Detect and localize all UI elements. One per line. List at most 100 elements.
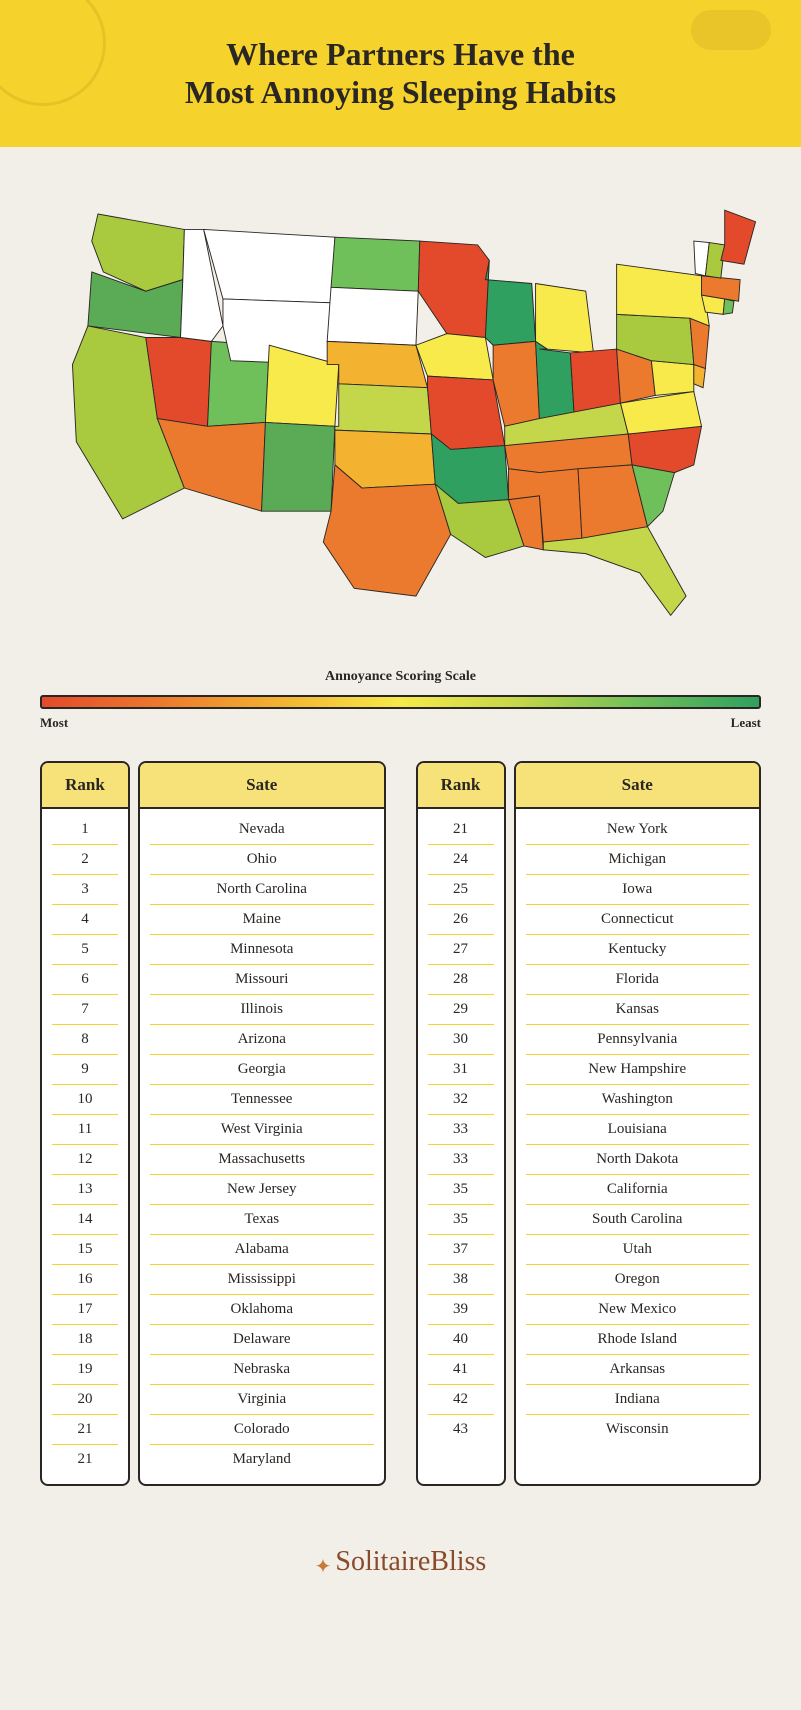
table-cell: Maine	[150, 905, 374, 935]
table-cell: Oklahoma	[150, 1295, 374, 1325]
us-map-svg	[30, 187, 771, 635]
table-cell: 38	[428, 1265, 494, 1295]
table-cell: South Carolina	[526, 1205, 750, 1235]
state-column: Sate New YorkMichiganIowaConnecticutKent…	[514, 761, 762, 1486]
table-cell: Minnesota	[150, 935, 374, 965]
table-cell: 21	[52, 1415, 118, 1445]
state-WI	[485, 260, 535, 345]
table-cell: 40	[428, 1325, 494, 1355]
table-cell: 19	[52, 1355, 118, 1385]
table-cell: Alabama	[150, 1235, 374, 1265]
table-cell: Washington	[526, 1085, 750, 1115]
state-KS	[335, 384, 431, 434]
state-MN	[418, 241, 489, 337]
table-cell: Kansas	[526, 995, 750, 1025]
state-IL	[493, 341, 539, 426]
table-cell: California	[526, 1175, 750, 1205]
star-icon: ✦	[315, 1556, 332, 1578]
table-cell: 41	[428, 1355, 494, 1385]
table-cell: 20	[52, 1385, 118, 1415]
ranking-table-left: Rank 12345678910111213141516171819202121…	[40, 761, 386, 1486]
table-cell: Louisiana	[526, 1115, 750, 1145]
table-cell: 14	[52, 1205, 118, 1235]
table-cell: 27	[428, 935, 494, 965]
table-cell: Virginia	[150, 1385, 374, 1415]
table-cell: Maryland	[150, 1445, 374, 1474]
table-cell: New Mexico	[526, 1295, 750, 1325]
table-cell: Nebraska	[150, 1355, 374, 1385]
scale-labels: Most Least	[40, 715, 761, 731]
table-cell: Delaware	[150, 1325, 374, 1355]
table-cell: 13	[52, 1175, 118, 1205]
page-title: Where Partners Have the Most Annoying Sl…	[20, 35, 781, 112]
table-cell: 35	[428, 1175, 494, 1205]
table-cell: 6	[52, 965, 118, 995]
table-cell: Texas	[150, 1205, 374, 1235]
state-MD	[651, 360, 693, 395]
scale-label-most: Most	[40, 715, 68, 731]
state-ME	[721, 210, 756, 264]
scale-gradient-bar	[40, 695, 761, 709]
table-cell: Tennessee	[150, 1085, 374, 1115]
table-cell: 8	[52, 1025, 118, 1055]
table-cell: 3	[52, 875, 118, 905]
rank-column: Rank 12345678910111213141516171819202121	[40, 761, 130, 1486]
table-cell: 17	[52, 1295, 118, 1325]
scale-section: Annoyance Scoring Scale Most Least	[0, 659, 801, 761]
table-cell: Nevada	[150, 815, 374, 845]
table-cell: Ohio	[150, 845, 374, 875]
column-header-state: Sate	[516, 763, 760, 809]
table-cell: 25	[428, 875, 494, 905]
page-header: Where Partners Have the Most Annoying Sl…	[0, 0, 801, 147]
scale-label-least: Least	[731, 715, 761, 731]
table-cell: Kentucky	[526, 935, 750, 965]
table-cell: New Jersey	[150, 1175, 374, 1205]
table-cell: Oregon	[526, 1265, 750, 1295]
table-cell: 33	[428, 1145, 494, 1175]
table-cell: New Hampshire	[526, 1055, 750, 1085]
table-cell: 28	[428, 965, 494, 995]
state-NM	[262, 422, 335, 511]
table-cell: Michigan	[526, 845, 750, 875]
table-cell: North Dakota	[526, 1145, 750, 1175]
table-cell: 15	[52, 1235, 118, 1265]
table-cell: Pennsylvania	[526, 1025, 750, 1055]
rank-column: Rank 21242526272829303132333335353738394…	[416, 761, 506, 1486]
table-cell: Massachusetts	[150, 1145, 374, 1175]
state-ND	[331, 237, 420, 291]
table-cell: West Virginia	[150, 1115, 374, 1145]
table-cell: 16	[52, 1265, 118, 1295]
table-cell: 29	[428, 995, 494, 1025]
table-cell: Illinois	[150, 995, 374, 1025]
us-map	[0, 147, 801, 660]
table-cell: Missouri	[150, 965, 374, 995]
table-cell: 33	[428, 1115, 494, 1145]
state-MI	[536, 283, 594, 352]
state-RI	[723, 299, 734, 314]
table-cell: Utah	[526, 1235, 750, 1265]
state-IA	[416, 333, 493, 379]
state-NE	[327, 341, 427, 387]
scale-title: Annoyance Scoring Scale	[40, 669, 761, 685]
table-cell: Arizona	[150, 1025, 374, 1055]
table-cell: 12	[52, 1145, 118, 1175]
ranking-tables: Rank 12345678910111213141516171819202121…	[0, 761, 801, 1526]
table-cell: 26	[428, 905, 494, 935]
table-cell: Iowa	[526, 875, 750, 905]
table-cell: 7	[52, 995, 118, 1025]
table-cell: 5	[52, 935, 118, 965]
page-footer: ✦ SolitaireBliss	[0, 1526, 801, 1619]
table-cell: Connecticut	[526, 905, 750, 935]
state-column: Sate NevadaOhioNorth CarolinaMaineMinnes…	[138, 761, 386, 1486]
state-IN	[536, 341, 575, 418]
table-cell: 21	[52, 1445, 118, 1474]
column-header-state: Sate	[140, 763, 384, 809]
table-cell: 21	[428, 815, 494, 845]
table-cell: 1	[52, 815, 118, 845]
brand-name: SolitaireBliss	[335, 1546, 486, 1577]
ranking-table-right: Rank 21242526272829303132333335353738394…	[416, 761, 762, 1486]
column-header-rank: Rank	[418, 763, 504, 809]
table-cell: Colorado	[150, 1415, 374, 1445]
table-cell: Georgia	[150, 1055, 374, 1085]
table-cell: 31	[428, 1055, 494, 1085]
